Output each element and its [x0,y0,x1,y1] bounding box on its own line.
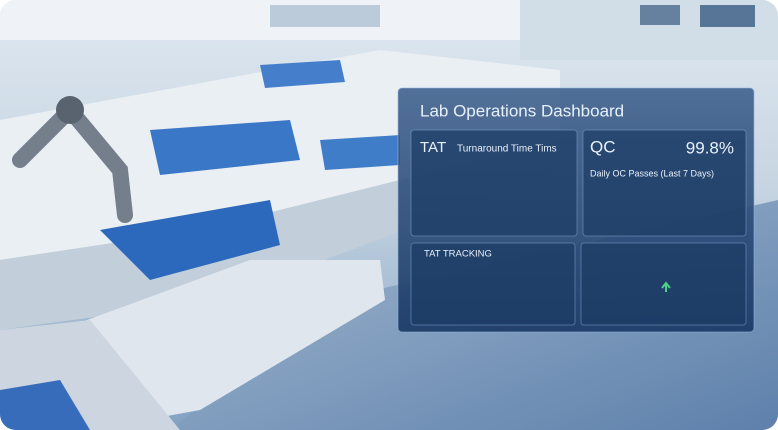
qc-value: 99.8% [686,138,734,157]
tracking-title: TAT TRACKING [424,249,492,260]
up-arrow-icon [661,281,671,292]
tat-box [410,129,578,237]
dashboard-panel: Lab Operations Dashboard TAT Turnaround … [397,87,755,333]
kpi-box [580,242,747,326]
tracking-box [410,242,576,326]
qc-box [582,129,747,237]
tat-label: TAT [420,139,446,156]
qc-subtitle: Daily OC Passes (Last 7 Days) [590,168,714,178]
tat-subtitle: Turnaround Time Tims [457,144,557,155]
dashboard-title: Lab Operations Dashboard [420,101,624,120]
qc-label: QC [590,137,616,156]
